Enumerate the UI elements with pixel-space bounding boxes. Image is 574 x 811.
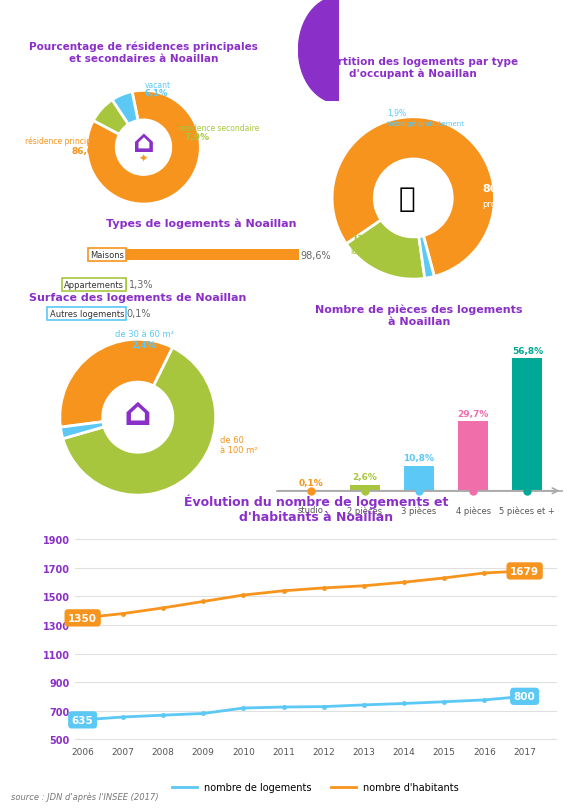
Text: 2,6%: 2,6% [352,473,377,482]
Text: ⌂: ⌂ [124,395,152,433]
Title: Pourcentage de résidences principales
et secondaires à Noaillan: Pourcentage de résidences principales et… [29,41,258,63]
Circle shape [103,383,173,453]
Text: 🗝: 🗝 [398,185,415,212]
Title: Types de logements à Noaillan: Types de logements à Noaillan [106,218,296,229]
Text: 2,4%: 2,4% [131,340,157,350]
Text: 7,9%: 7,9% [184,133,210,142]
Wedge shape [60,340,173,427]
Text: de 60
à 100 m²: de 60 à 100 m² [220,436,257,455]
Bar [458,422,488,491]
Text: hébergé gratuitement: hébergé gratuitement [387,120,464,127]
Text: 6,1%: 6,1% [145,89,168,98]
Text: 29,7%: 29,7% [457,410,489,418]
Text: 1,3%: 1,3% [129,280,153,290]
Bar [350,485,380,491]
Text: 100 m²
et plus: 100 m² et plus [18,393,56,414]
Circle shape [116,121,171,175]
Text: 80,4%: 80,4% [482,184,521,194]
Text: Maisons: Maisons [90,251,124,260]
Title: Répartition des logements par type
d'occupant à Noaillan: Répartition des logements par type d'occ… [308,56,518,79]
Text: 63,2%: 63,2% [17,420,56,431]
Text: ⌂: ⌂ [133,129,154,158]
Ellipse shape [298,0,379,104]
Wedge shape [419,236,435,279]
Text: Appartements: Appartements [64,281,124,290]
Text: de 30 à 60 m²: de 30 à 60 m² [115,329,173,338]
Wedge shape [112,92,138,126]
Text: 800: 800 [418,54,483,84]
Text: 0,1%: 0,1% [298,478,323,487]
Wedge shape [60,423,104,439]
Text: ✦: ✦ [139,153,148,163]
Title: Évolution du nombre de logements et
d'habitants à Noaillan: Évolution du nombre de logements et d'ha… [184,494,448,523]
Wedge shape [332,118,494,277]
Text: 86,0%: 86,0% [72,146,103,156]
Text: 0,1%: 0,1% [126,309,151,319]
Wedge shape [94,101,129,135]
Bar [125,279,127,290]
Text: Noaillan: Noaillan [386,8,515,36]
Text: résidence principale: résidence principale [25,136,103,146]
Bar [125,250,299,261]
Text: 1350: 1350 [68,613,97,623]
Text: 800: 800 [514,692,536,702]
Wedge shape [87,92,200,204]
Legend: nombre de logements, nombre d'habitants: nombre de logements, nombre d'habitants [168,779,463,796]
Text: logements: logements [414,86,487,101]
Text: 56,8%: 56,8% [512,346,543,355]
Text: source : JDN d'après l'INSEE (2017): source : JDN d'après l'INSEE (2017) [11,792,159,800]
Text: 98,6%: 98,6% [301,251,331,260]
Text: 1679: 1679 [510,566,539,577]
Bar [404,466,434,491]
Text: vacant: vacant [145,81,170,90]
Text: propriétaire: propriétaire [482,199,532,208]
Text: 1,9%: 1,9% [387,109,406,118]
Text: 10,8%: 10,8% [404,453,435,462]
Text: 34,4%: 34,4% [220,419,258,429]
Text: 17,7%: 17,7% [352,234,386,244]
Text: Autres logements: Autres logements [49,309,124,319]
Wedge shape [63,348,216,496]
Bar [513,358,542,491]
Title: Nombre de pièces des logements
à Noaillan: Nombre de pièces des logements à Noailla… [315,304,523,326]
Text: résidence secondaire: résidence secondaire [177,123,259,133]
Circle shape [374,160,452,238]
Wedge shape [346,221,425,280]
Title: Surface des logements de Noaillan: Surface des logements de Noaillan [29,293,246,303]
Text: 635: 635 [72,715,94,725]
Text: locataire: locataire [350,247,387,256]
